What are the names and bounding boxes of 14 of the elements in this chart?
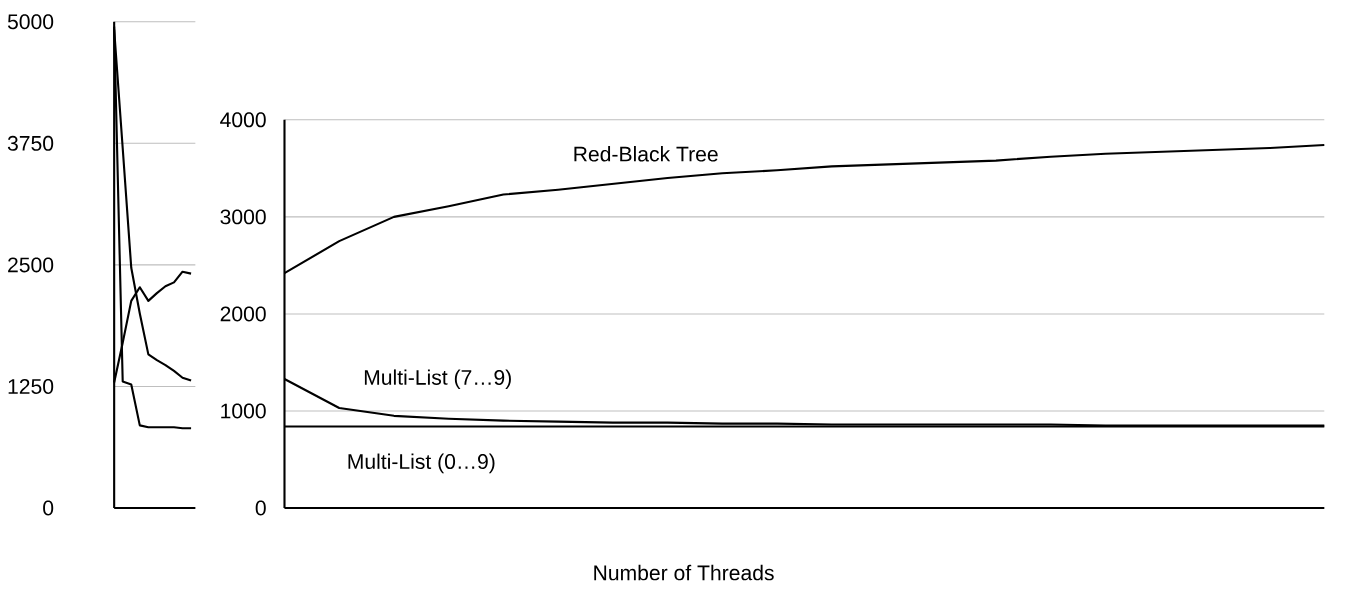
series-label: Multi-List (7…9) — [364, 369, 511, 389]
y-tick-label: 2500 — [8, 257, 54, 273]
series-label: Red-Black Tree — [574, 145, 718, 162]
y-tick-label: 0 — [43, 500, 54, 516]
series-label: Multi-List (0…9) — [348, 453, 495, 474]
y-tick-label: 5000 — [7, 14, 54, 30]
y-tick-label: 1000 — [221, 403, 266, 419]
y-tick-label: 3750 — [7, 135, 54, 151]
y-tick-label: 4000 — [220, 112, 266, 128]
x-axis-title: Number of Threads — [594, 564, 774, 581]
y-tick-label: 3000 — [220, 209, 266, 225]
y-tick-label: 0 — [255, 500, 266, 516]
y-tick-label: 2000 — [220, 306, 266, 322]
y-tick-label: 1250 — [8, 378, 54, 394]
